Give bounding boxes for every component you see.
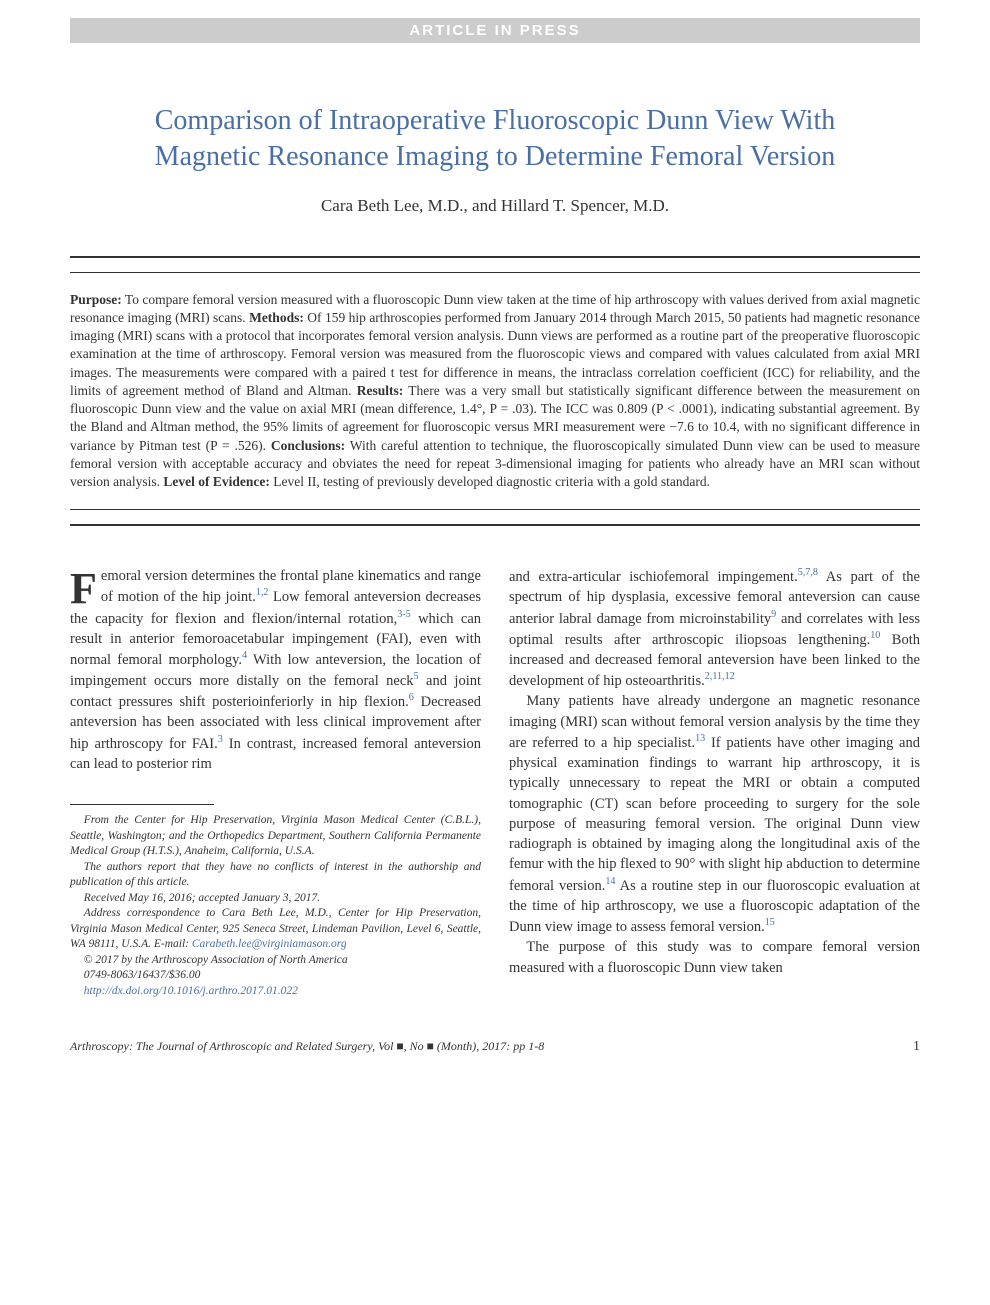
rule-above-abstract-thin bbox=[70, 272, 920, 273]
abstract-methods-label: Methods: bbox=[249, 310, 304, 325]
body-text: If patients have other imaging and physi… bbox=[509, 735, 920, 894]
citation-ref[interactable]: 2,11,12 bbox=[705, 671, 735, 682]
rule-below-abstract bbox=[70, 524, 920, 526]
abstract-loe-label: Level of Evidence: bbox=[163, 474, 269, 489]
abstract-loe-text: Level II, testing of previously develope… bbox=[270, 474, 710, 489]
page-footer: Arthroscopy: The Journal of Arthroscopic… bbox=[70, 1039, 920, 1055]
citation-ref[interactable]: 1,2 bbox=[256, 587, 269, 598]
footnote-correspondence: Address correspondence to Cara Beth Lee,… bbox=[70, 906, 481, 953]
body-paragraph-1: Femoral version determines the frontal p… bbox=[70, 566, 481, 774]
right-column: and extra-articular ischiofemoral imping… bbox=[509, 566, 920, 999]
left-column: Femoral version determines the frontal p… bbox=[70, 566, 481, 999]
abstract-purpose-label: Purpose: bbox=[70, 292, 122, 307]
footnote-affiliation: From the Center for Hip Preservation, Vi… bbox=[70, 813, 481, 860]
footnote-dates: Received May 16, 2016; accepted January … bbox=[70, 891, 481, 907]
doi-link[interactable]: http://dx.doi.org/10.1016/j.arthro.2017.… bbox=[84, 985, 298, 997]
body-paragraph-3: The purpose of this study was to compare… bbox=[509, 937, 920, 978]
footnote-coi: The authors report that they have no con… bbox=[70, 860, 481, 891]
rule-above-abstract bbox=[70, 256, 920, 258]
abstract-block: Purpose: To compare femoral version meas… bbox=[70, 291, 920, 491]
body-text: and extra-articular ischiofemoral imping… bbox=[509, 569, 798, 585]
body-columns: Femoral version determines the frontal p… bbox=[70, 566, 920, 999]
footnotes-block: From the Center for Hip Preservation, Vi… bbox=[70, 813, 481, 999]
body-paragraph-1-cont: and extra-articular ischiofemoral imping… bbox=[509, 566, 920, 691]
citation-ref[interactable]: 5,7,8 bbox=[798, 567, 818, 578]
footnote-issn: 0749-8063/16437/$36.00 bbox=[70, 968, 481, 984]
article-in-press-banner: ARTICLE IN PRESS bbox=[70, 18, 920, 43]
abstract-conclusions-label: Conclusions: bbox=[271, 438, 345, 453]
citation-ref[interactable]: 13 bbox=[695, 733, 705, 744]
dropcap: F bbox=[70, 566, 101, 607]
citation-ref[interactable]: 14 bbox=[605, 876, 615, 887]
citation-ref[interactable]: 3-5 bbox=[397, 609, 411, 620]
citation-ref[interactable]: 15 bbox=[765, 917, 775, 928]
footnote-copyright: © 2017 by the Arthroscopy Association of… bbox=[70, 953, 481, 969]
footnote-separator bbox=[70, 804, 214, 805]
article-title: Comparison of Intraoperative Fluoroscopi… bbox=[70, 103, 920, 176]
page-number: 1 bbox=[913, 1039, 920, 1055]
journal-citation: Arthroscopy: The Journal of Arthroscopic… bbox=[70, 1039, 544, 1054]
body-paragraph-2: Many patients have already undergone an … bbox=[509, 691, 920, 937]
corresponding-email-link[interactable]: Carabeth.lee@virginiamason.org bbox=[192, 938, 347, 950]
citation-ref[interactable]: 10 bbox=[870, 630, 880, 641]
authors-line: Cara Beth Lee, M.D., and Hillard T. Spen… bbox=[70, 196, 920, 216]
abstract-results-label: Results: bbox=[357, 383, 404, 398]
rule-below-abstract-thin bbox=[70, 509, 920, 510]
